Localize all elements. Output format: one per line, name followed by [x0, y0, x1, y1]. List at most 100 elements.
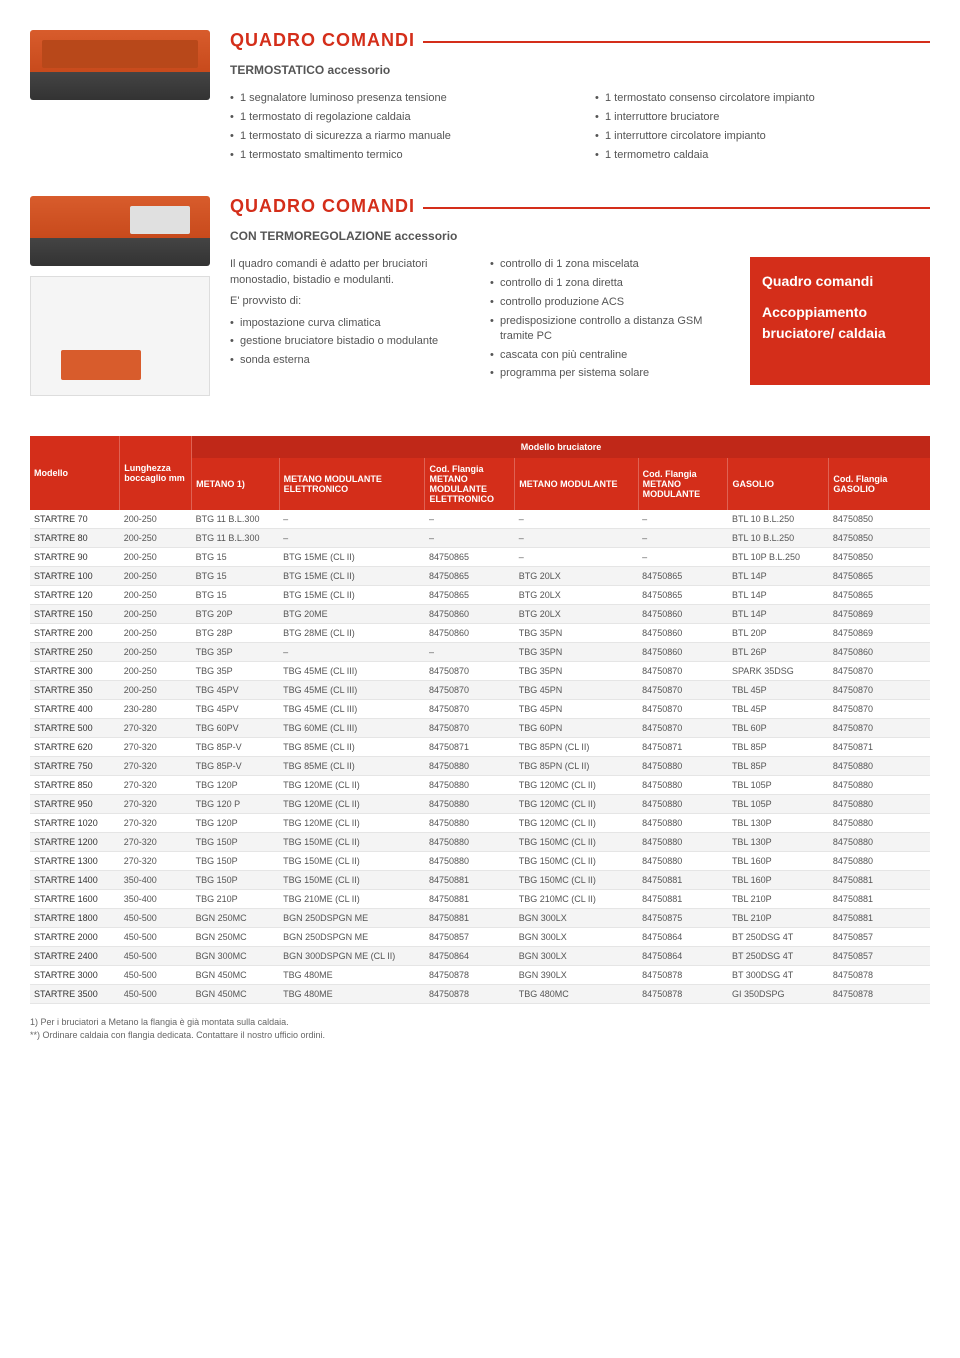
table-cell: TBG 120P [192, 776, 280, 795]
section-termostatico: QUADRO COMANDI TERMOSTATICO accessorio 1… [30, 30, 930, 166]
table-cell: 270-320 [120, 738, 192, 757]
table-cell: 84750880 [829, 757, 930, 776]
table-cell: BTL 10 B.L.250 [728, 529, 829, 548]
table-cell: STARTRE 3000 [30, 966, 120, 985]
table-cell: 270-320 [120, 814, 192, 833]
table-cell: TBL 160P [728, 871, 829, 890]
table-cell: TBG 45ME (CL III) [279, 700, 425, 719]
table-cell: 84750881 [425, 890, 515, 909]
table-cell: TBG 45ME (CL III) [279, 681, 425, 700]
table-cell: 200-250 [120, 548, 192, 567]
section1-content: QUADRO COMANDI TERMOSTATICO accessorio 1… [230, 30, 930, 166]
table-cell: TBL 105P [728, 776, 829, 795]
table-cell: 84750880 [425, 795, 515, 814]
table-cell: TBG 120MC (CL II) [515, 795, 638, 814]
table-cell: TBG 60ME (CL III) [279, 719, 425, 738]
table-row: STARTRE 70200-250BTG 11 B.L.300––––BTL 1… [30, 510, 930, 529]
section2-title: QUADRO COMANDI [230, 196, 415, 217]
table-cell: SPARK 35DSG [728, 662, 829, 681]
list-item: 1 segnalatore luminoso presenza tensione [230, 91, 565, 106]
table-cell: 84750880 [638, 795, 728, 814]
table-cell: 84750869 [829, 605, 930, 624]
table-cell: STARTRE 350 [30, 681, 120, 700]
table-cell: 200-250 [120, 662, 192, 681]
list-item: controllo produzione ACS [490, 295, 720, 310]
section2-right-col: controllo di 1 zona miscelatacontrollo d… [490, 257, 720, 385]
table-cell: BT 250DSG 4T [728, 928, 829, 947]
table-cell: 450-500 [120, 966, 192, 985]
table-cell: 84750865 [638, 567, 728, 586]
table-cell: TBG 35PN [515, 662, 638, 681]
table-row: STARTRE 80200-250BTG 11 B.L.300––––BTL 1… [30, 529, 930, 548]
table-cell: BTL 14P [728, 586, 829, 605]
table-cell: 84750880 [425, 814, 515, 833]
th-group: Modello bruciatore [192, 436, 930, 458]
table-cell: 84750880 [638, 776, 728, 795]
table-cell: 84750870 [829, 681, 930, 700]
table-cell: BTL 26P [728, 643, 829, 662]
table-cell: TBL 60P [728, 719, 829, 738]
table-cell: 84750870 [425, 662, 515, 681]
table-cell: 84750865 [638, 586, 728, 605]
table-row: STARTRE 400230-280TBG 45PVTBG 45ME (CL I… [30, 700, 930, 719]
product-image-col-2 [30, 196, 230, 396]
table-cell: BTL 10 B.L.250 [728, 510, 829, 529]
table-cell: 350-400 [120, 871, 192, 890]
th-metano: METANO 1) [192, 458, 280, 510]
table-cell: TBG 85ME (CL II) [279, 757, 425, 776]
table-cell: TBG 85PN (CL II) [515, 757, 638, 776]
table-cell: – [425, 510, 515, 529]
table-cell: BTG 11 B.L.300 [192, 510, 280, 529]
table-cell: STARTRE 100 [30, 567, 120, 586]
table-cell: STARTRE 1020 [30, 814, 120, 833]
table-cell: 450-500 [120, 985, 192, 1004]
table-cell: 84750860 [638, 624, 728, 643]
table-cell: 350-400 [120, 890, 192, 909]
table-cell: BTG 28P [192, 624, 280, 643]
section1-subtitle: TERMOSTATICO accessorio [230, 63, 930, 77]
th-cod-flangia-mme: Cod. Flangia METANO MODULANTE ELETTRONIC… [425, 458, 515, 510]
table-cell: TBG 210ME (CL II) [279, 890, 425, 909]
table-cell: STARTRE 400 [30, 700, 120, 719]
table-cell: – [425, 643, 515, 662]
table-cell: 200-250 [120, 567, 192, 586]
table-cell: TBG 35P [192, 643, 280, 662]
table-cell: 200-250 [120, 624, 192, 643]
table-cell: TBG 85P-V [192, 738, 280, 757]
table-row: STARTRE 1300270-320TBG 150PTBG 150ME (CL… [30, 852, 930, 871]
table-cell: 84750881 [829, 909, 930, 928]
table-cell: TBG 45ME (CL III) [279, 662, 425, 681]
table-cell: STARTRE 70 [30, 510, 120, 529]
burner-table-wrap: Modello Lunghezza boccaglio mm Modello b… [30, 436, 930, 1041]
th-cod-flangia-gas: Cod. Flangia GASOLIO [829, 458, 930, 510]
table-cell: BTL 14P [728, 567, 829, 586]
table-cell: STARTRE 500 [30, 719, 120, 738]
table-cell: TBG 150MC (CL II) [515, 871, 638, 890]
list-item: sonda esterna [230, 353, 460, 368]
list-item: 1 termostato smaltimento termico [230, 148, 565, 163]
table-cell: 84750881 [425, 871, 515, 890]
table-cell: BTL 10P B.L.250 [728, 548, 829, 567]
table-cell: TBG 45PN [515, 681, 638, 700]
table-cell: TBG 35PN [515, 643, 638, 662]
table-cell: 84750870 [829, 662, 930, 681]
table-cell: TBG 480ME [279, 985, 425, 1004]
table-cell: STARTRE 90 [30, 548, 120, 567]
table-cell: STARTRE 1400 [30, 871, 120, 890]
table-cell: 84750878 [638, 966, 728, 985]
table-cell: 84750865 [425, 586, 515, 605]
table-cell: 270-320 [120, 719, 192, 738]
list-item: 1 interruttore bruciatore [595, 110, 930, 125]
table-cell: 200-250 [120, 586, 192, 605]
table-cell: TBG 150ME (CL II) [279, 833, 425, 852]
control-panel-image [30, 30, 210, 100]
table-row: STARTRE 1020270-320TBG 120PTBG 120ME (CL… [30, 814, 930, 833]
table-cell: – [515, 548, 638, 567]
table-cell: BGN 250MC [192, 909, 280, 928]
table-cell: – [279, 510, 425, 529]
table-cell: TBG 210P [192, 890, 280, 909]
list-item: programma per sistema solare [490, 366, 720, 381]
sidebar-highlight-box: Quadro comandi Accoppiamento bruciatore/… [750, 257, 930, 385]
table-cell: BTG 15ME (CL II) [279, 548, 425, 567]
table-cell: 84750850 [829, 529, 930, 548]
